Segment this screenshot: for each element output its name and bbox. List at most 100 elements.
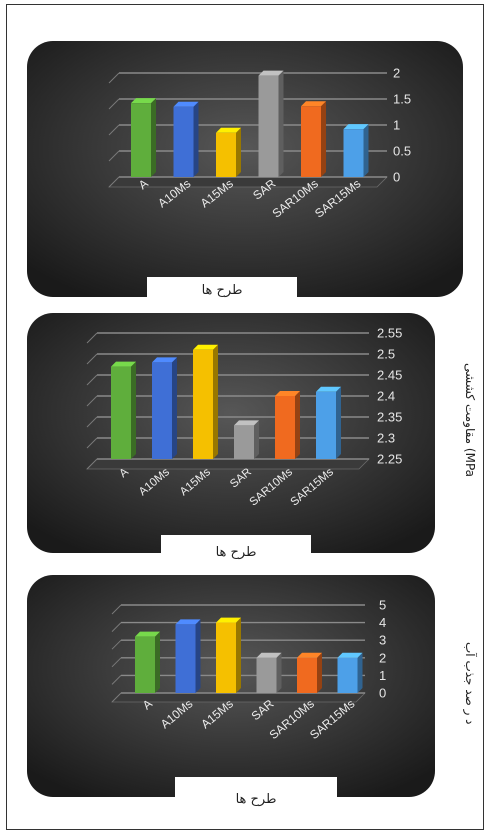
figure-frame: 0 0.5 1 1.5 2 A A10Ms A15Ms SAR SAR10Ms SAR15Ms طر… [6, 4, 484, 830]
bar-side [193, 101, 199, 177]
bar-front [193, 349, 213, 459]
bar-side [236, 617, 241, 693]
bar-side [317, 652, 322, 693]
bar-side [195, 619, 201, 693]
y-tick-label: 5 [379, 598, 386, 613]
bar-front [175, 624, 196, 693]
gridline-depth [108, 124, 120, 136]
bar-top [256, 652, 282, 658]
chart-panel-1: 0 0.5 1 1.5 2 A A10Ms A15Ms SAR SAR10Ms SAR15Ms طر… [27, 41, 463, 305]
bar-A10Ms [152, 357, 177, 459]
bar-side [357, 652, 363, 693]
bar-front [337, 657, 358, 693]
bar-top [316, 386, 341, 392]
bar-SAR15Ms [316, 386, 341, 459]
y-tick-label: 2 [379, 650, 386, 665]
bar-side [131, 361, 136, 459]
gridline-depth [108, 72, 120, 84]
bar-SAR15Ms [337, 652, 363, 693]
bar-SAR [234, 420, 259, 459]
y-tick-label: 0 [379, 686, 386, 701]
chart-floor [111, 692, 366, 703]
chart-2-svg: 2.252.32.352.42.452.52.55A A10Ms A15Ms SARS… [27, 313, 435, 553]
bar-top [173, 101, 199, 107]
y-tick-label: 0 [393, 170, 400, 185]
y-tick-label: 1.5 [393, 92, 411, 107]
gridline-depth [86, 437, 98, 449]
bar-top [152, 357, 177, 363]
bar-SAR10Ms [301, 101, 326, 177]
bar-side [363, 124, 369, 177]
chart-2-xlabel: طرح ها [161, 535, 311, 571]
bar-A10Ms [175, 619, 201, 693]
y-tick-label: 1 [393, 118, 400, 133]
bar-top [343, 124, 369, 130]
y-tick-label: 0.5 [393, 144, 411, 159]
bar-front [216, 622, 236, 693]
bar-side [151, 98, 156, 177]
bar-A15Ms [193, 344, 218, 459]
gridline-depth [108, 176, 120, 188]
chart-panel-2: 2.25 2.3 2.35 2.4 2.45 2.5 2.55 A A10Ms A15Ms SAR S… [27, 313, 435, 571]
bar-side [321, 101, 326, 177]
bar-top [193, 344, 218, 350]
bar-A15Ms [216, 127, 241, 177]
chart-3-xlabel: طرح ها [175, 777, 337, 827]
y-tick-label: 2.25 [377, 452, 402, 467]
bar-top [275, 391, 300, 396]
bar-side [213, 344, 218, 459]
gridline-depth [111, 639, 122, 650]
bar-front [216, 132, 236, 177]
gridline-depth [111, 675, 122, 685]
y-tick-label: 2.45 [377, 368, 402, 383]
gridline-depth [86, 395, 98, 407]
bar-top [135, 631, 160, 637]
gridline-depth [86, 332, 98, 344]
bar-top [216, 127, 241, 133]
bar-front [316, 391, 336, 459]
gridline-depth [86, 374, 98, 386]
gridline-depth [86, 458, 98, 470]
gridline-depth [111, 657, 122, 668]
gridline-depth [108, 150, 120, 162]
bar-top [131, 98, 156, 104]
gridline-depth [111, 622, 122, 632]
bar-top [111, 361, 136, 367]
chart-3-ylabel: د ر صد جذب آب [463, 641, 477, 725]
bar-SAR10Ms [275, 391, 300, 459]
bar-A15Ms [216, 617, 241, 693]
bar-top [258, 70, 284, 76]
bar-side [155, 631, 160, 693]
bar-side [172, 357, 177, 459]
y-tick-label: 2.4 [377, 389, 395, 404]
bar-top [216, 617, 241, 623]
bar-front [256, 657, 277, 693]
bar-front [297, 657, 317, 693]
bar-front [275, 396, 295, 459]
bar-front [258, 75, 279, 177]
y-tick-label: 2.5 [377, 347, 395, 362]
bar-A [131, 98, 156, 177]
bar-top [175, 619, 201, 625]
y-tick-label: 3 [379, 633, 386, 648]
bar-front [343, 129, 364, 177]
chart-panel-3: 0 1 2 3 4 5 A A10Ms A15Ms SAR SAR10Ms SAR15Ms طرح ه… [27, 575, 435, 827]
gridline-depth [111, 604, 122, 615]
y-tick-label: 1 [379, 668, 386, 683]
bar-top [337, 652, 363, 658]
bar-A10Ms [173, 101, 199, 177]
y-tick-label: 2.35 [377, 410, 402, 425]
chart-2-ylabel: مقاومت کششی (MPa [463, 362, 477, 477]
bar-front [131, 103, 151, 177]
bar-SAR [256, 652, 282, 693]
bar-top [234, 420, 259, 426]
bar-side [254, 420, 259, 459]
gridline-depth [108, 98, 120, 110]
y-tick-label: 2.3 [377, 431, 395, 446]
bar-front [111, 366, 131, 459]
bar-side [236, 127, 241, 177]
bar-top [297, 652, 322, 658]
gridline-depth [86, 416, 98, 428]
bar-front [301, 106, 321, 177]
